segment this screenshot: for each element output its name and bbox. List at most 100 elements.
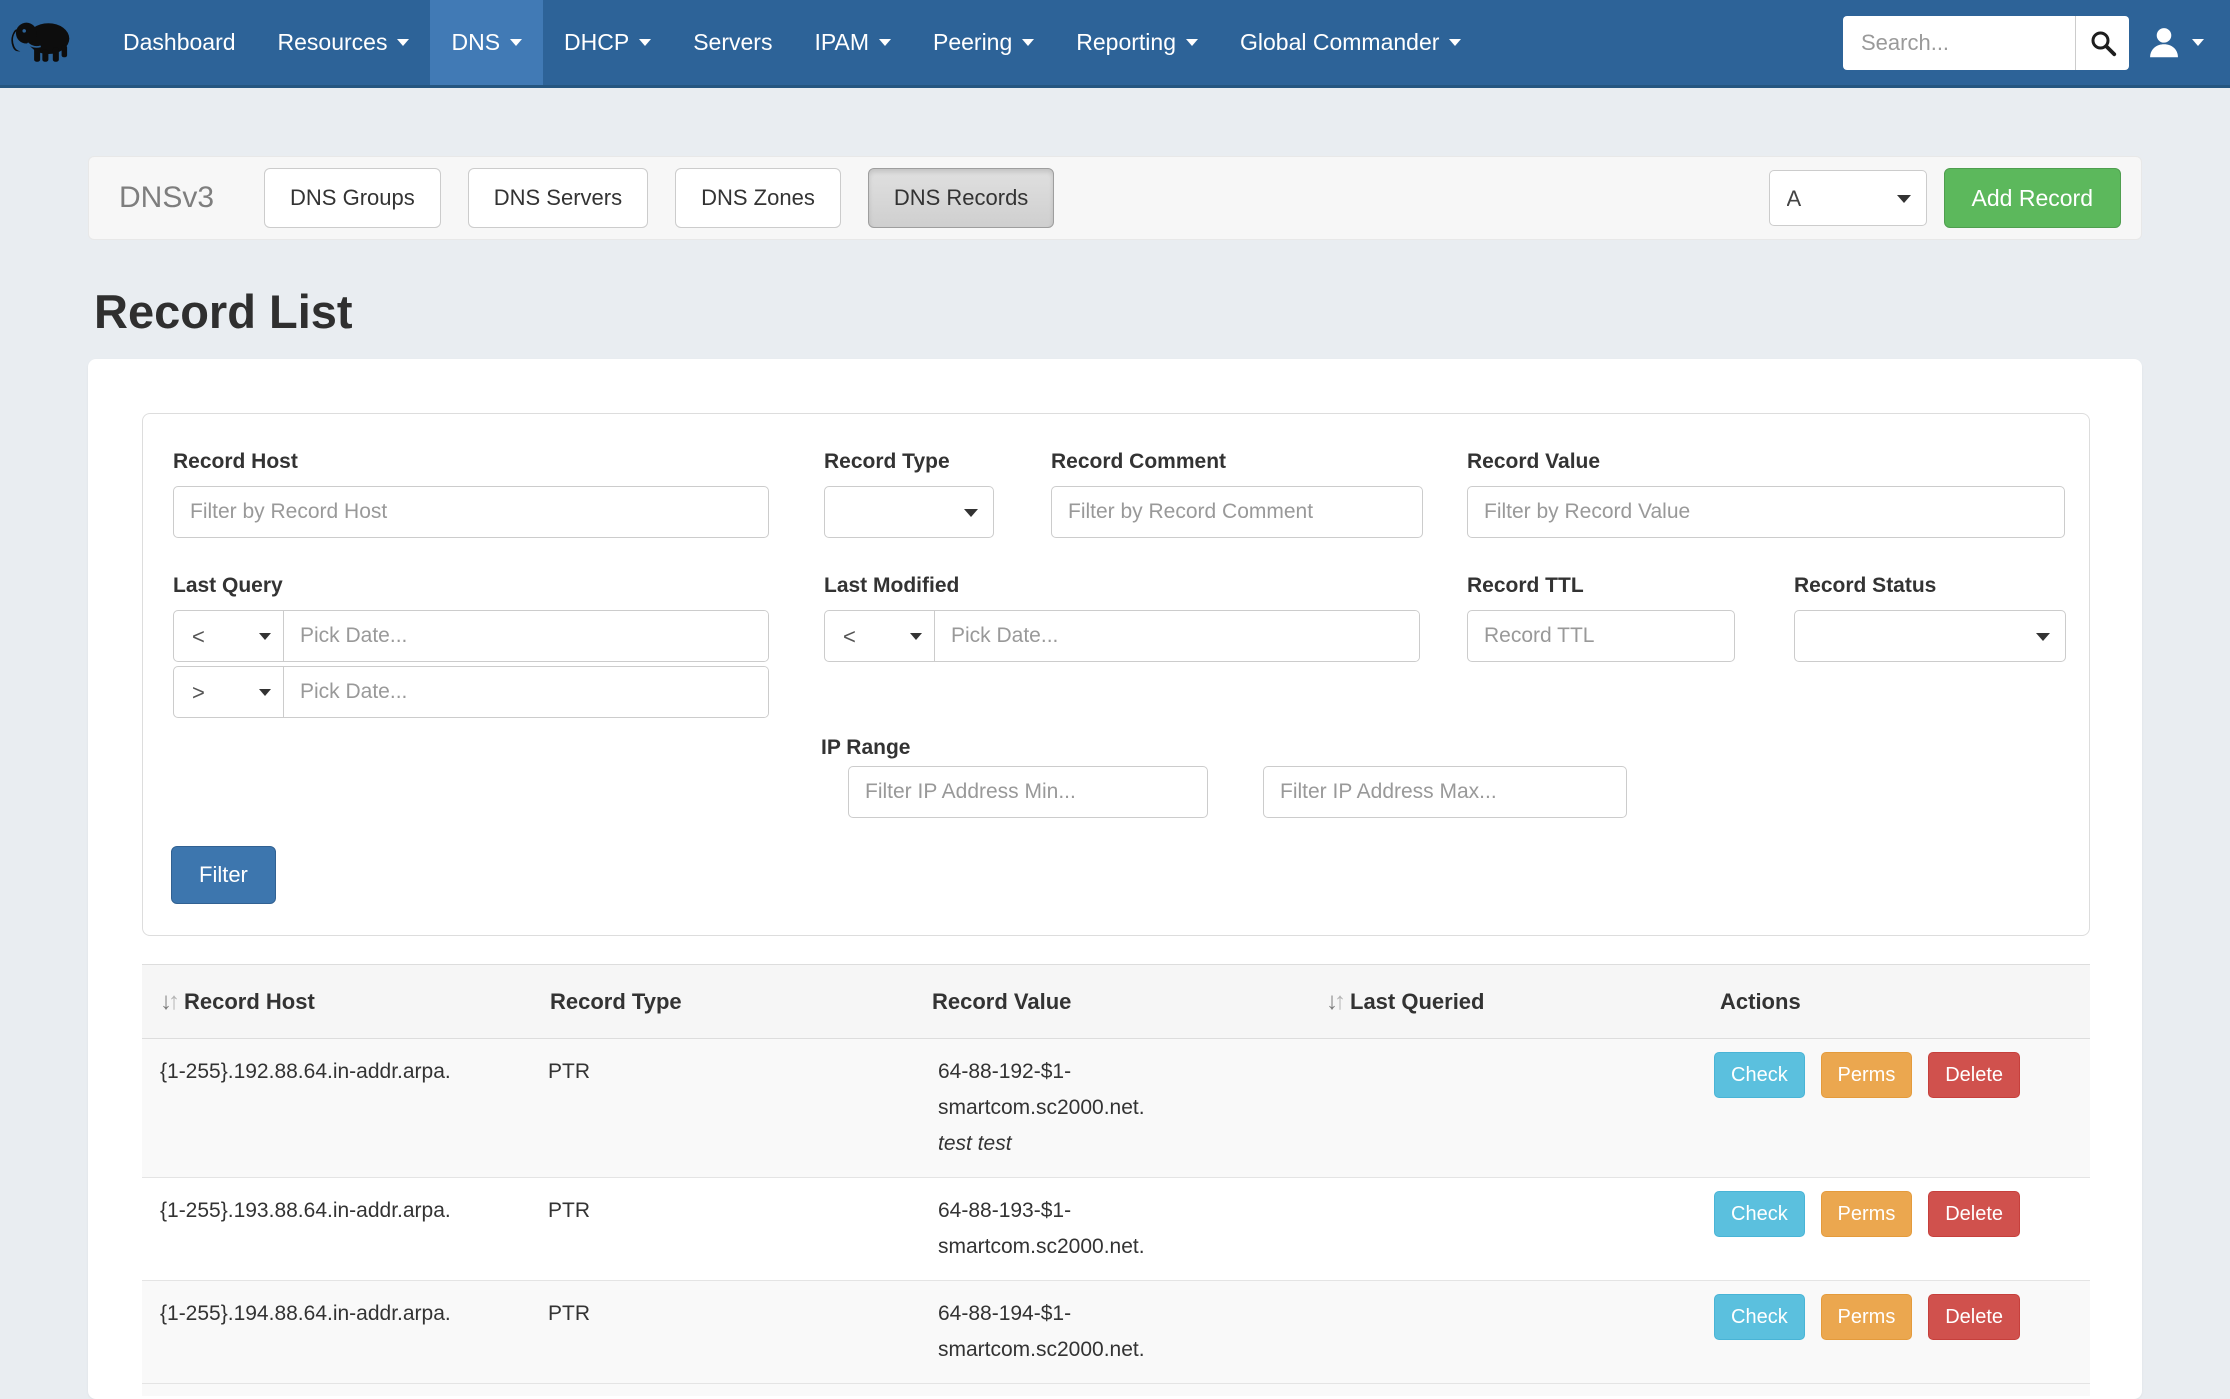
table-row: {1-255}.192.88.64.in-addr.arpa. PTR 64-8… (142, 1039, 2090, 1178)
caret-down-icon (510, 39, 522, 46)
search-box (1843, 16, 2129, 70)
table-header-cell: Actions (1702, 989, 1801, 1015)
search-button[interactable] (2075, 16, 2129, 70)
nav-item[interactable]: DNS (430, 0, 543, 85)
nav-item-label: DNS (451, 29, 500, 56)
dns-tab[interactable]: DNS Zones (675, 168, 841, 228)
comparator-select[interactable]: > (174, 667, 284, 717)
filter-button[interactable]: Filter (171, 846, 276, 904)
record-type-cell: PTR (530, 1281, 920, 1383)
last-modified-label: Last Modified (824, 574, 959, 598)
actions-cell: Check Perms Delete (1696, 1281, 2090, 1383)
caret-down-icon (1022, 39, 1034, 46)
sort-icon[interactable]: ↓↑ (160, 988, 176, 1016)
record-type-select-control[interactable]: A (1770, 171, 1926, 225)
record-host-cell: {1-255}.193.88.64.in-addr.arpa. (142, 1178, 530, 1280)
search-icon (2088, 28, 2118, 58)
record-host-cell: {1-255}.192.88.64.in-addr.arpa. (142, 1039, 530, 1177)
dns-tab[interactable]: DNS Servers (468, 168, 648, 228)
caret-down-icon (1449, 39, 1461, 46)
caret-down-icon (2192, 39, 2204, 46)
record-status-select[interactable] (1794, 610, 2066, 662)
nav-item[interactable]: Dashboard (102, 0, 257, 85)
search-input[interactable] (1843, 16, 2075, 70)
content-panel: Record Host Record Type Record Comment R… (88, 359, 2142, 1399)
comparator-select[interactable]: < (825, 611, 935, 661)
filter-card: Record Host Record Type Record Comment R… (142, 413, 2090, 936)
record-value-cell: 64-88-194-$1-smartcom.sc2000.net. (920, 1281, 1302, 1383)
check-button[interactable]: Check (1714, 1294, 1805, 1340)
nav-item[interactable]: Resources (257, 0, 431, 85)
section-title: DNSv3 (119, 181, 214, 215)
page-title: Record List (94, 284, 2230, 339)
check-button[interactable]: Check (1714, 1191, 1805, 1237)
perms-button[interactable]: Perms (1821, 1294, 1913, 1340)
last-query-before-group: < (173, 610, 769, 662)
record-value-text: 64-88-194-$1-smartcom.sc2000.net. (938, 1296, 1210, 1368)
app-logo[interactable] (0, 0, 88, 85)
table-row: {1-255}.193.88.64.in-addr.arpa. PTR 64-8… (142, 1178, 2090, 1281)
mammoth-logo-icon (11, 15, 77, 71)
last-modified-date-input[interactable] (935, 611, 1419, 661)
nav-item[interactable]: DHCP (543, 0, 672, 85)
last-queried-cell (1302, 1039, 1696, 1177)
sort-icon[interactable]: ↓↑ (1326, 988, 1342, 1016)
nav-item-label: Global Commander (1240, 29, 1439, 56)
nav-item-label: Servers (693, 29, 772, 56)
last-query-before-date-input[interactable] (284, 611, 768, 661)
last-queried-cell (1302, 1281, 1696, 1383)
user-menu[interactable] (2145, 0, 2204, 85)
nav-item-label: Peering (933, 29, 1012, 56)
record-value-input[interactable] (1467, 486, 2065, 538)
actions-cell: Check Perms Delete (1696, 1178, 2090, 1280)
record-type-filter-select[interactable] (824, 486, 994, 538)
table-row: {1-255}.194.88.64.in-addr.arpa. PTR 64-8… (142, 1281, 2090, 1384)
record-value-cell: 64-88-193-$1-smartcom.sc2000.net. (920, 1178, 1302, 1280)
record-ttl-input[interactable] (1467, 610, 1735, 662)
last-query-after-group: > (173, 666, 769, 718)
caret-down-icon (879, 39, 891, 46)
record-type-select[interactable]: A (1769, 170, 1927, 226)
record-status-label: Record Status (1794, 574, 1936, 598)
record-type-label: Record Type (824, 450, 950, 474)
dns-toolbar: DNSv3 DNS Groups DNS Servers DNS Zones D… (88, 156, 2142, 240)
record-table-body: {1-255}.192.88.64.in-addr.arpa. PTR 64-8… (142, 1039, 2090, 1384)
record-value-label: Record Value (1467, 450, 1600, 474)
user-icon (2145, 24, 2183, 62)
actions-cell: Check Perms Delete (1696, 1039, 2090, 1177)
record-comment-text: test test (938, 1126, 1302, 1162)
ip-address-max-input[interactable] (1263, 766, 1627, 818)
record-host-label: Record Host (173, 450, 298, 474)
perms-button[interactable]: Perms (1821, 1191, 1913, 1237)
caret-down-icon (397, 39, 409, 46)
comparator-select[interactable]: < (174, 611, 284, 661)
table-header-cell: ↓↑ Last Queried (1308, 988, 1702, 1016)
dns-tab[interactable]: DNS Groups (264, 168, 441, 228)
nav-item[interactable]: Global Commander (1219, 0, 1482, 85)
ip-address-min-input[interactable] (848, 766, 1208, 818)
last-queried-cell (1302, 1178, 1696, 1280)
table-header-cell: Record Type (532, 989, 914, 1015)
nav-item-label: DHCP (564, 29, 629, 56)
dns-tab[interactable]: DNS Records (868, 168, 1054, 228)
delete-button[interactable]: Delete (1928, 1294, 2020, 1340)
nav-item[interactable]: Reporting (1055, 0, 1219, 85)
nav-item[interactable]: Peering (912, 0, 1055, 85)
last-query-label: Last Query (173, 574, 283, 598)
record-value-text: 64-88-193-$1-smartcom.sc2000.net. (938, 1193, 1210, 1265)
nav-item[interactable]: Servers (672, 0, 793, 85)
record-host-input[interactable] (173, 486, 769, 538)
nav-item-label: Resources (278, 29, 388, 56)
record-type-cell: PTR (530, 1039, 920, 1177)
ip-range-label: IP Range (821, 736, 910, 760)
delete-button[interactable]: Delete (1928, 1052, 2020, 1098)
caret-down-icon (1186, 39, 1198, 46)
perms-button[interactable]: Perms (1821, 1052, 1913, 1098)
table-header: ↓↑ Record Host Record Type Record Value … (142, 964, 2090, 1039)
record-comment-input[interactable] (1051, 486, 1423, 538)
add-record-button[interactable]: Add Record (1944, 168, 2121, 228)
nav-item[interactable]: IPAM (793, 0, 912, 85)
delete-button[interactable]: Delete (1928, 1191, 2020, 1237)
check-button[interactable]: Check (1714, 1052, 1805, 1098)
last-query-after-date-input[interactable] (284, 667, 768, 717)
